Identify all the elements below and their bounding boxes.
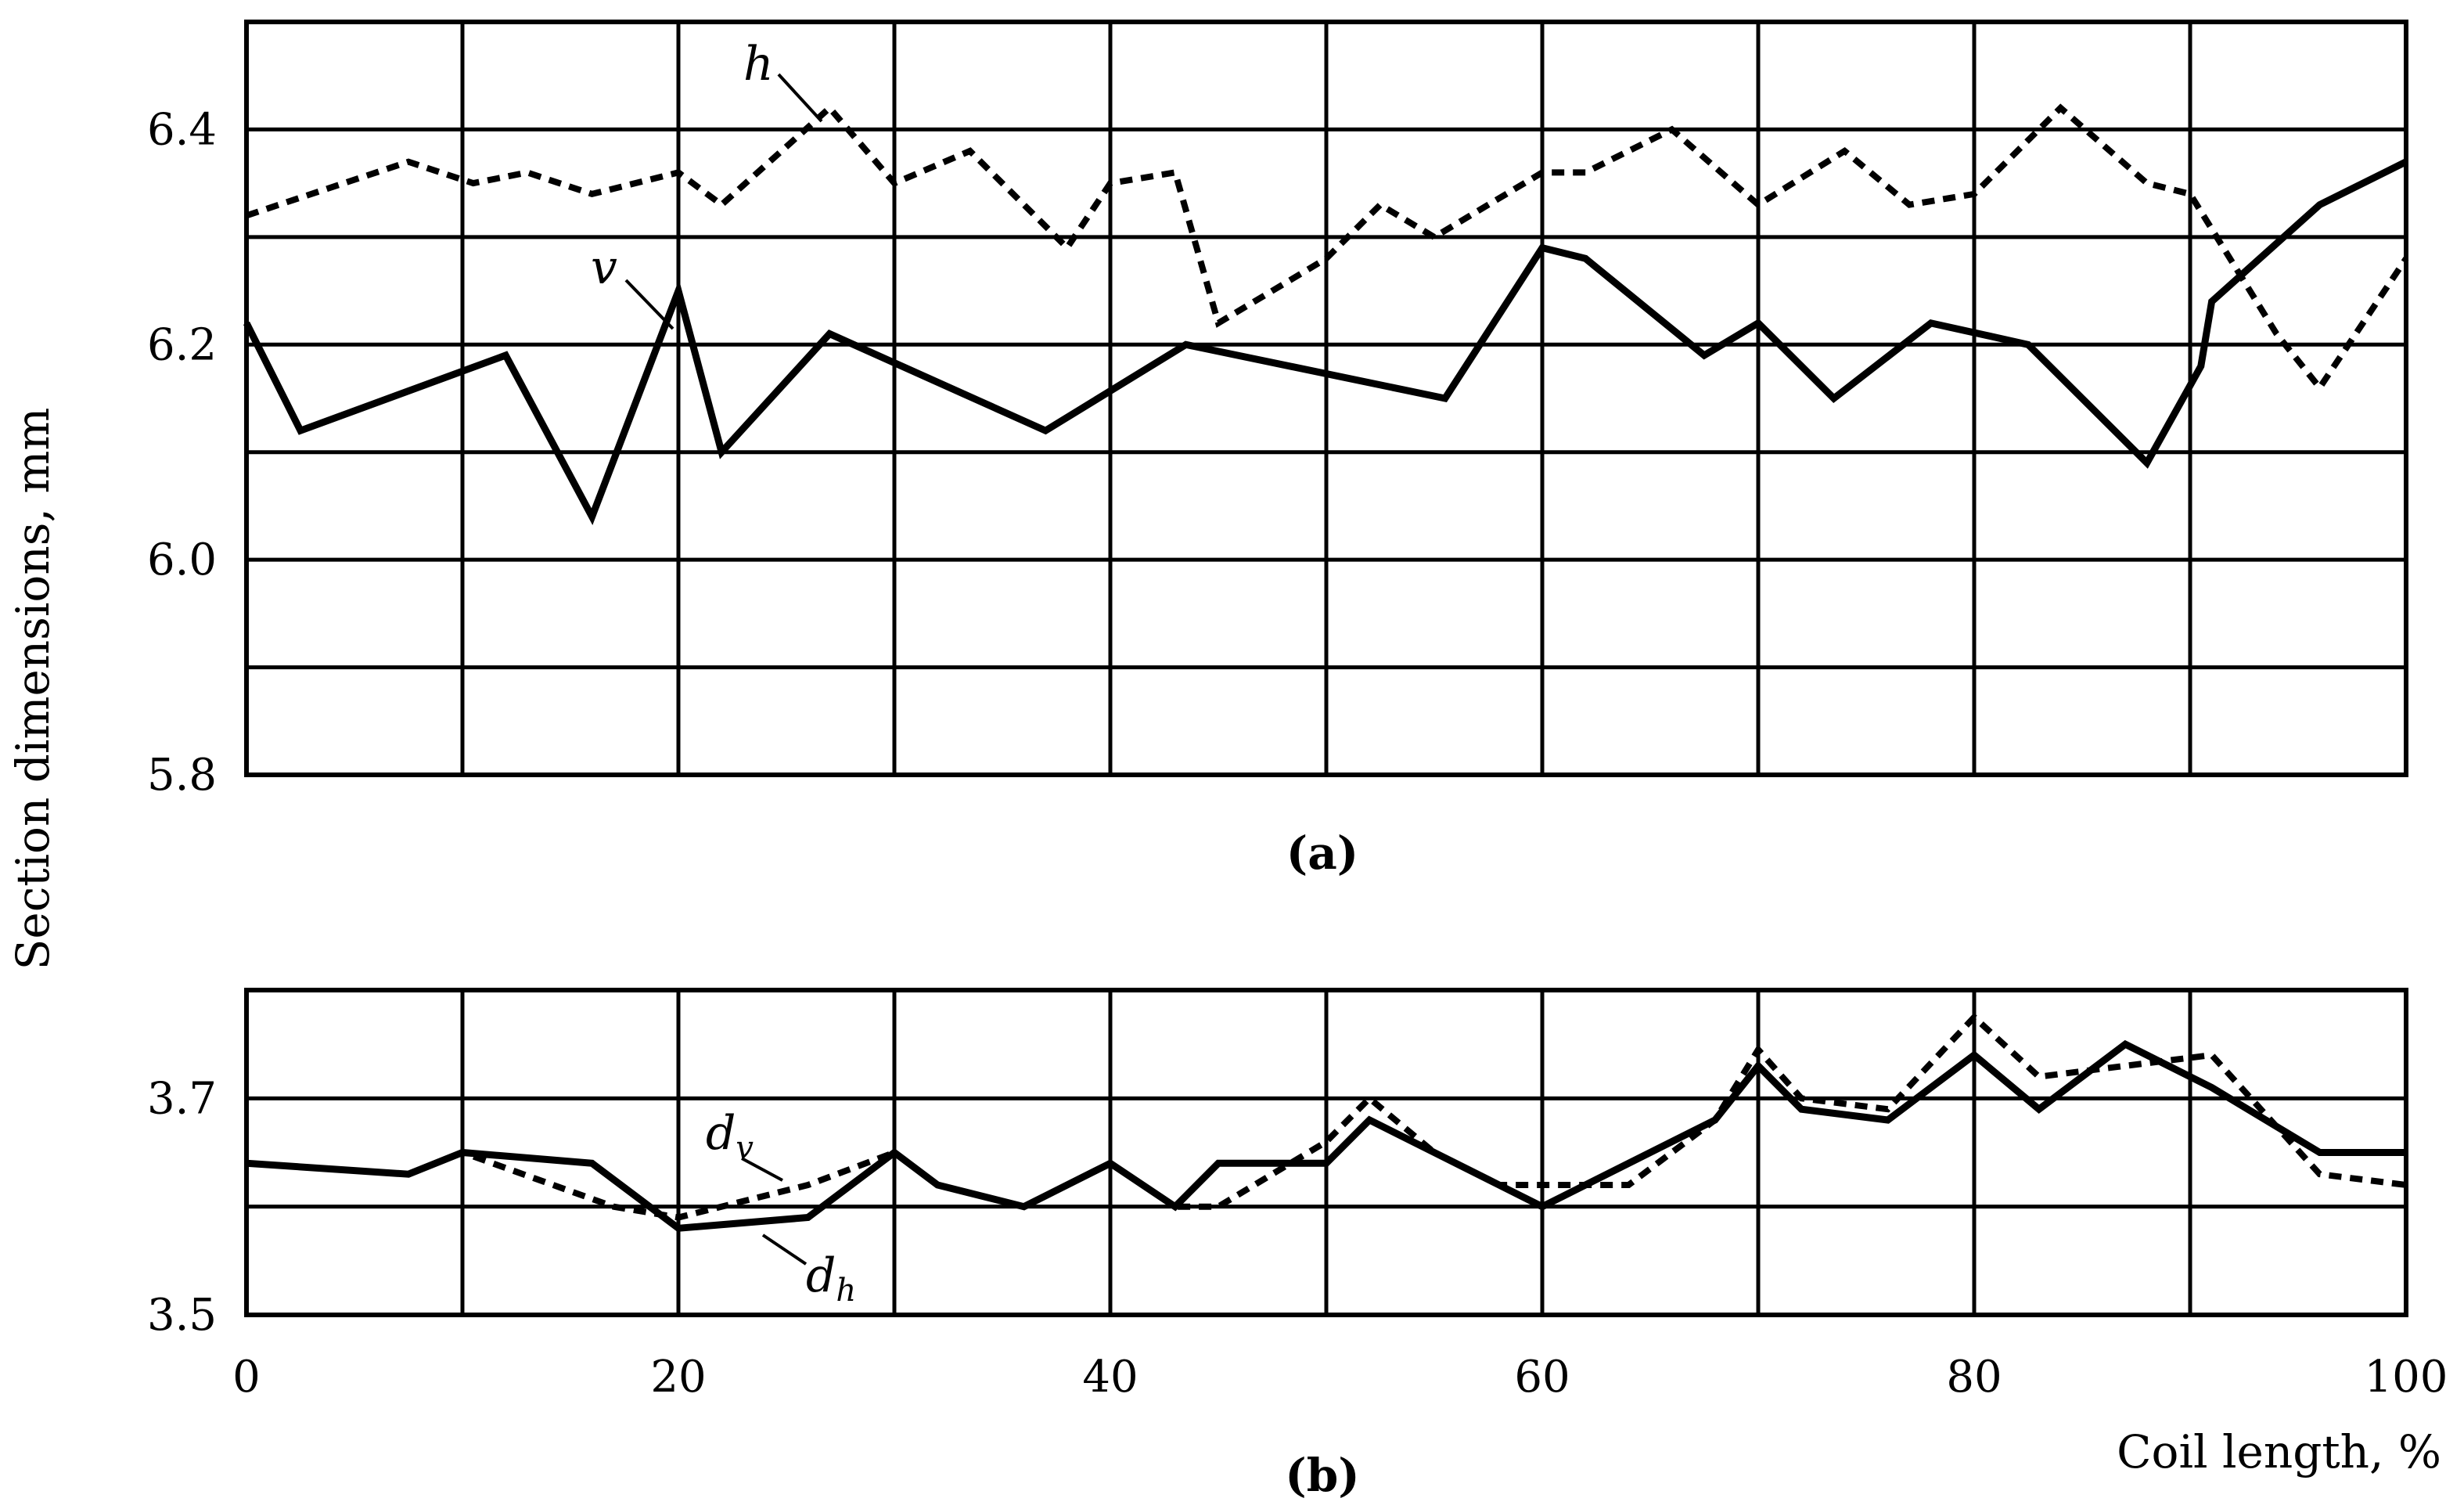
y-tick-label: 6.2 <box>147 319 217 370</box>
x-tick-label: 60 <box>1514 1352 1570 1403</box>
x-tick-label: 40 <box>1082 1352 1138 1403</box>
y-tick-label: 6.0 <box>147 535 217 585</box>
series-label-dv-sub: v <box>736 1130 754 1166</box>
panel-label-a: (a) <box>1286 827 1358 880</box>
series-line-dh <box>246 1039 2406 1232</box>
series-line-dv <box>246 1012 2407 1221</box>
y-tick-label: 3.5 <box>147 1290 217 1341</box>
series-label-dv: dv <box>706 1106 754 1166</box>
series-label-v: v <box>591 240 617 295</box>
x-tick-label: 20 <box>650 1352 706 1403</box>
leader-line-dh <box>761 1233 808 1266</box>
panel-a-frame <box>244 20 2408 777</box>
panel-a: 5.8 6.0 6.2 6.4 <box>147 20 2409 801</box>
x-tick-label: 0 <box>232 1352 261 1403</box>
leader-line-v <box>624 279 674 330</box>
series-label-h: h <box>743 37 774 92</box>
y-axis-title: Section dimensions, mm <box>6 408 59 971</box>
y-tick-label: 5.8 <box>147 750 217 801</box>
x-tick-label: 100 <box>2365 1352 2448 1403</box>
leader-line-dv <box>741 1157 783 1182</box>
leader-line-h <box>777 73 823 123</box>
panel-label-b: (b) <box>1285 1449 1359 1502</box>
x-tick-label: 80 <box>1946 1352 2002 1403</box>
series-line-v <box>243 158 2408 526</box>
series-line-h <box>245 103 2409 394</box>
y-tick-label: 6.4 <box>147 104 217 155</box>
series-label-dh-main: d <box>806 1248 836 1303</box>
panel-b: 3.5 3.7 0 20 40 60 80 100 <box>147 988 2448 1403</box>
series-label-dh: dh <box>806 1248 856 1309</box>
series-label-dh-sub: h <box>836 1273 856 1309</box>
y-tick-label: 3.7 <box>147 1073 217 1124</box>
x-axis-title: Coil length, % <box>2117 1425 2441 1478</box>
series-label-dv-main: d <box>706 1106 736 1161</box>
